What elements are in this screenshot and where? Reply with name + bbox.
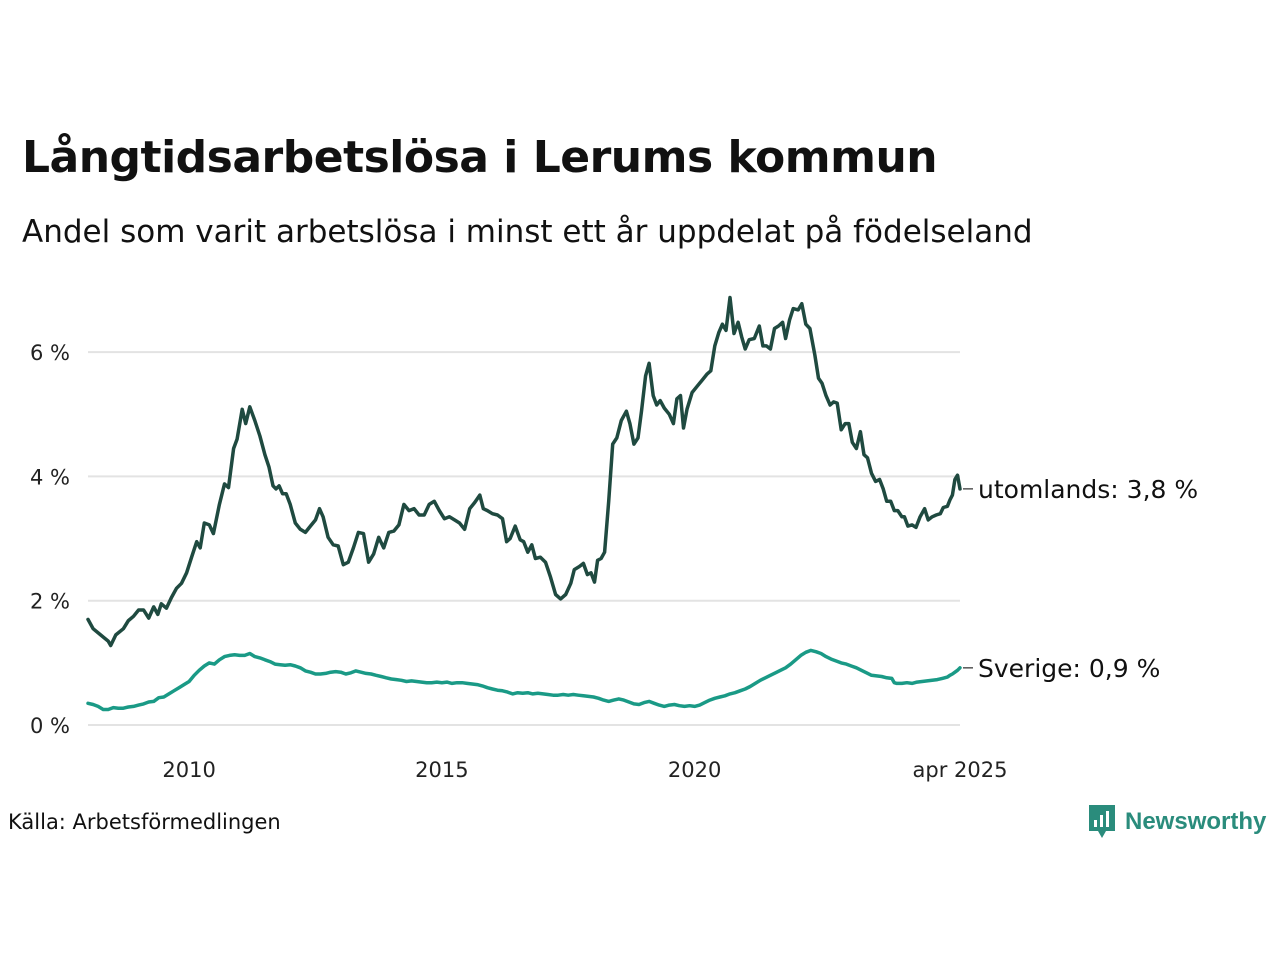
- bar-chart-badge-icon: [1089, 805, 1115, 838]
- series-end-labels: utomlands: 3,8 % Sverige: 0,9 %: [963, 475, 1198, 683]
- series-line-sverige: [86, 648, 962, 712]
- source-note: Källa: Arbetsförmedlingen: [8, 810, 281, 834]
- brand-name: Newsworthy: [1125, 808, 1267, 835]
- y-tick-label: 0 %: [30, 714, 70, 738]
- x-tick-label: 2015: [415, 758, 468, 782]
- y-tick-label: 2 %: [30, 590, 70, 614]
- x-tick-label: apr 2025: [913, 758, 1008, 782]
- gridlines: [88, 351, 960, 726]
- y-tick-label: 6 %: [30, 341, 70, 365]
- end-label-sverige: Sverige: 0,9 %: [978, 654, 1160, 683]
- end-label-utomlands: utomlands: 3,8 %: [978, 475, 1198, 504]
- newsworthy-logo[interactable]: Newsworthy: [1087, 803, 1266, 841]
- x-axis-ticks: 2010 2015 2020 apr 2025: [162, 758, 1007, 782]
- chart-subtitle: Andel som varit arbetslösa i minst ett å…: [22, 214, 1033, 250]
- series-lines: [86, 295, 962, 712]
- y-axis-ticks: 0 % 2 % 4 % 6 %: [30, 341, 70, 738]
- chart-title: Långtidsarbetslösa i Lerums kommun: [22, 132, 938, 183]
- series-line-utomlands: [86, 295, 962, 648]
- x-tick-label: 2020: [668, 758, 721, 782]
- y-tick-label: 4 %: [30, 465, 70, 489]
- x-tick-label: 2010: [162, 758, 215, 782]
